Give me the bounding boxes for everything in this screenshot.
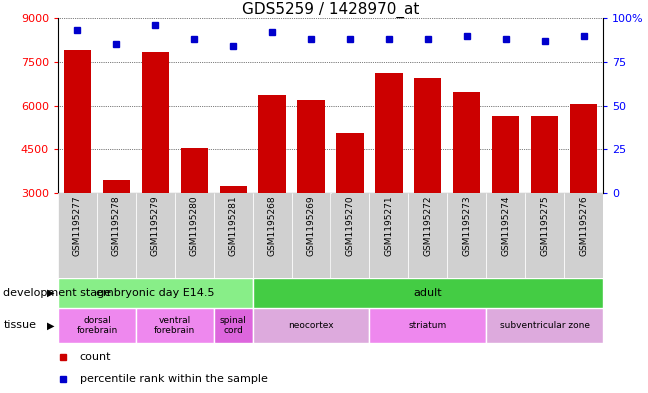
- Bar: [292, 193, 330, 278]
- Text: GSM1195272: GSM1195272: [423, 196, 432, 256]
- Bar: [297, 100, 325, 193]
- Text: dorsal
forebrain: dorsal forebrain: [76, 316, 117, 335]
- Bar: [486, 193, 525, 278]
- Text: GSM1195276: GSM1195276: [579, 196, 588, 256]
- Text: GSM1195268: GSM1195268: [268, 196, 277, 256]
- Text: GSM1195279: GSM1195279: [151, 196, 160, 256]
- Text: GSM1195270: GSM1195270: [345, 196, 354, 256]
- Bar: [58, 278, 253, 308]
- Bar: [58, 193, 97, 278]
- Bar: [492, 116, 519, 193]
- Text: GSM1195277: GSM1195277: [73, 196, 82, 256]
- Text: count: count: [80, 352, 111, 362]
- Text: GSM1195281: GSM1195281: [229, 196, 238, 256]
- Bar: [253, 308, 369, 343]
- Bar: [453, 92, 480, 193]
- Bar: [181, 148, 208, 193]
- Bar: [175, 193, 214, 278]
- Bar: [58, 308, 136, 343]
- Bar: [447, 193, 486, 278]
- Text: GSM1195280: GSM1195280: [190, 196, 199, 256]
- Text: neocortex: neocortex: [288, 321, 334, 330]
- Text: GSM1195273: GSM1195273: [462, 196, 471, 256]
- Text: development stage: development stage: [3, 288, 111, 298]
- Title: GDS5259 / 1428970_at: GDS5259 / 1428970_at: [242, 2, 419, 18]
- Bar: [220, 186, 247, 193]
- Bar: [259, 95, 286, 193]
- Text: ▶: ▶: [47, 288, 55, 298]
- Bar: [103, 180, 130, 193]
- Bar: [253, 278, 603, 308]
- Bar: [336, 133, 364, 193]
- Bar: [142, 51, 169, 193]
- Text: ▶: ▶: [47, 321, 55, 331]
- Bar: [564, 193, 603, 278]
- Text: embryonic day E14.5: embryonic day E14.5: [96, 288, 214, 298]
- Bar: [64, 50, 91, 193]
- Bar: [136, 193, 175, 278]
- Text: GSM1195274: GSM1195274: [501, 196, 510, 256]
- Text: GSM1195271: GSM1195271: [384, 196, 393, 256]
- Text: tissue: tissue: [3, 321, 36, 331]
- Text: GSM1195275: GSM1195275: [540, 196, 549, 256]
- Bar: [414, 78, 441, 193]
- Bar: [570, 104, 597, 193]
- Bar: [525, 193, 564, 278]
- Bar: [97, 193, 136, 278]
- Bar: [369, 193, 408, 278]
- Bar: [531, 116, 558, 193]
- Text: GSM1195269: GSM1195269: [307, 196, 316, 256]
- Bar: [375, 73, 402, 193]
- Text: GSM1195278: GSM1195278: [112, 196, 121, 256]
- Bar: [253, 193, 292, 278]
- Text: spinal
cord: spinal cord: [220, 316, 247, 335]
- Bar: [330, 193, 369, 278]
- Bar: [369, 308, 486, 343]
- Bar: [486, 308, 603, 343]
- Bar: [214, 308, 253, 343]
- Text: percentile rank within the sample: percentile rank within the sample: [80, 374, 268, 384]
- Text: adult: adult: [413, 288, 442, 298]
- Bar: [408, 193, 447, 278]
- Text: ventral
forebrain: ventral forebrain: [154, 316, 196, 335]
- Bar: [136, 308, 214, 343]
- Bar: [214, 193, 253, 278]
- Text: subventricular zone: subventricular zone: [500, 321, 590, 330]
- Text: striatum: striatum: [409, 321, 447, 330]
